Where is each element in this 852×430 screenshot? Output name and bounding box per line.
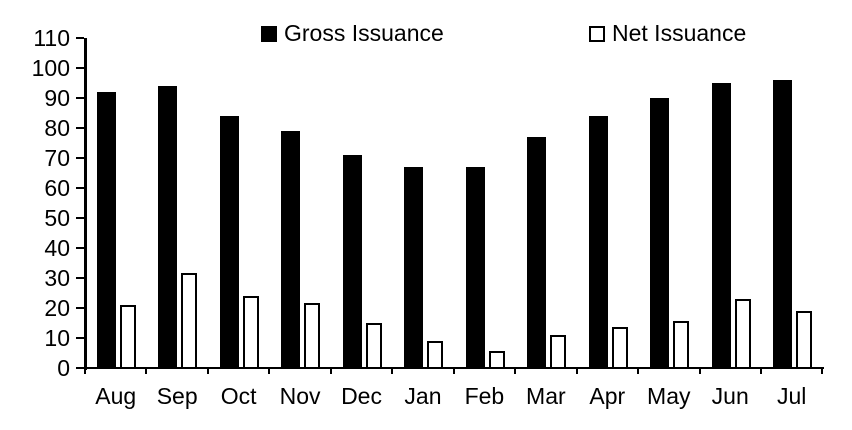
y-tick	[76, 186, 84, 189]
x-axis-category-label: Jun	[711, 383, 749, 409]
net-issuance-bar	[181, 273, 198, 369]
y-tick	[76, 156, 84, 159]
y-axis-tick-label: 30	[44, 264, 70, 291]
x-tick	[145, 367, 148, 374]
y-axis-tick-label: 100	[31, 54, 70, 81]
gross-issuance-bar	[711, 82, 731, 368]
y-tick	[76, 246, 84, 249]
net-issuance-bar	[242, 295, 259, 369]
legend-item-net-issuance: Net Issuance	[589, 22, 746, 45]
x-axis-category-label: Jul	[776, 383, 807, 409]
y-tick	[76, 96, 84, 99]
net-issuance-bar	[304, 303, 321, 369]
net-issuance-bar	[427, 340, 444, 369]
net-issuance-bar	[611, 327, 628, 369]
gross-issuance-swatch-icon	[261, 25, 277, 42]
x-axis-category-label: Feb	[464, 383, 505, 409]
y-axis-tick-label: 60	[44, 174, 70, 201]
y-axis-tick-label: 0	[57, 354, 70, 381]
y-tick	[76, 336, 84, 339]
x-tick	[698, 367, 701, 374]
y-axis-tick-label: 110	[33, 24, 70, 51]
gross-issuance-bar	[219, 115, 239, 368]
net-issuance-bar	[120, 304, 136, 369]
net-issuance-bar	[488, 351, 505, 369]
net-issuance-swatch-icon	[589, 25, 605, 42]
net-issuance-bar	[365, 322, 382, 369]
legend-label-gross-issuance: Gross Issuance	[284, 20, 444, 46]
gross-issuance-bar	[97, 91, 116, 368]
x-tick	[759, 367, 762, 374]
x-tick	[821, 367, 824, 374]
net-issuance-bar	[550, 334, 567, 369]
x-tick	[391, 367, 394, 374]
x-axis-category-label: Nov	[279, 383, 321, 409]
y-axis-tick-label: 10	[44, 324, 70, 351]
net-issuance-bar	[734, 298, 751, 369]
gross-issuance-bar	[465, 166, 485, 368]
legend-item-gross-issuance: Gross Issuance	[261, 22, 444, 45]
gross-issuance-bar	[588, 115, 608, 368]
legend-label-net-issuance: Net Issuance	[612, 20, 747, 46]
net-issuance-bar	[673, 321, 690, 369]
gross-issuance-bar	[650, 97, 670, 368]
gross-issuance-bar	[404, 166, 424, 368]
gross-issuance-bar	[158, 85, 178, 368]
x-tick	[329, 367, 332, 374]
y-tick	[76, 66, 84, 69]
x-axis-category-label: Dec	[341, 383, 382, 409]
x-axis-category-label: Mar	[526, 383, 566, 409]
x-axis-category-label: Jan	[404, 383, 442, 409]
y-axis-tick-label: 80	[44, 114, 70, 141]
y-axis-line	[84, 37, 87, 370]
y-axis-tick-label: 90	[44, 84, 70, 111]
x-tick	[452, 367, 455, 374]
x-tick	[514, 367, 517, 374]
x-axis-category-label: Oct	[220, 383, 257, 409]
x-axis-category-label: May	[647, 383, 691, 409]
y-tick	[76, 306, 84, 309]
y-axis-tick-label: 40	[44, 234, 70, 261]
gross-issuance-bar	[772, 79, 792, 368]
x-axis-category-label: Sep	[156, 383, 198, 409]
y-tick	[76, 126, 84, 129]
x-axis-category-label: Aug	[95, 383, 137, 409]
x-axis-category-label: Apr	[589, 383, 626, 409]
y-axis-tick-label: 20	[44, 294, 70, 321]
gross-issuance-bar	[342, 154, 362, 368]
y-tick	[76, 276, 84, 279]
gross-issuance-bar	[527, 136, 547, 368]
x-tick	[206, 367, 209, 374]
x-tick	[84, 367, 86, 374]
x-tick	[637, 367, 640, 374]
x-tick	[268, 367, 271, 374]
y-tick	[76, 216, 84, 219]
y-axis-tick-label: 50	[44, 204, 70, 231]
y-axis-tick-label: 70	[44, 144, 70, 171]
y-tick	[76, 366, 84, 369]
gross-issuance-bar	[281, 130, 301, 368]
net-issuance-bar	[795, 310, 812, 369]
x-tick	[575, 367, 578, 374]
y-tick	[76, 36, 84, 39]
